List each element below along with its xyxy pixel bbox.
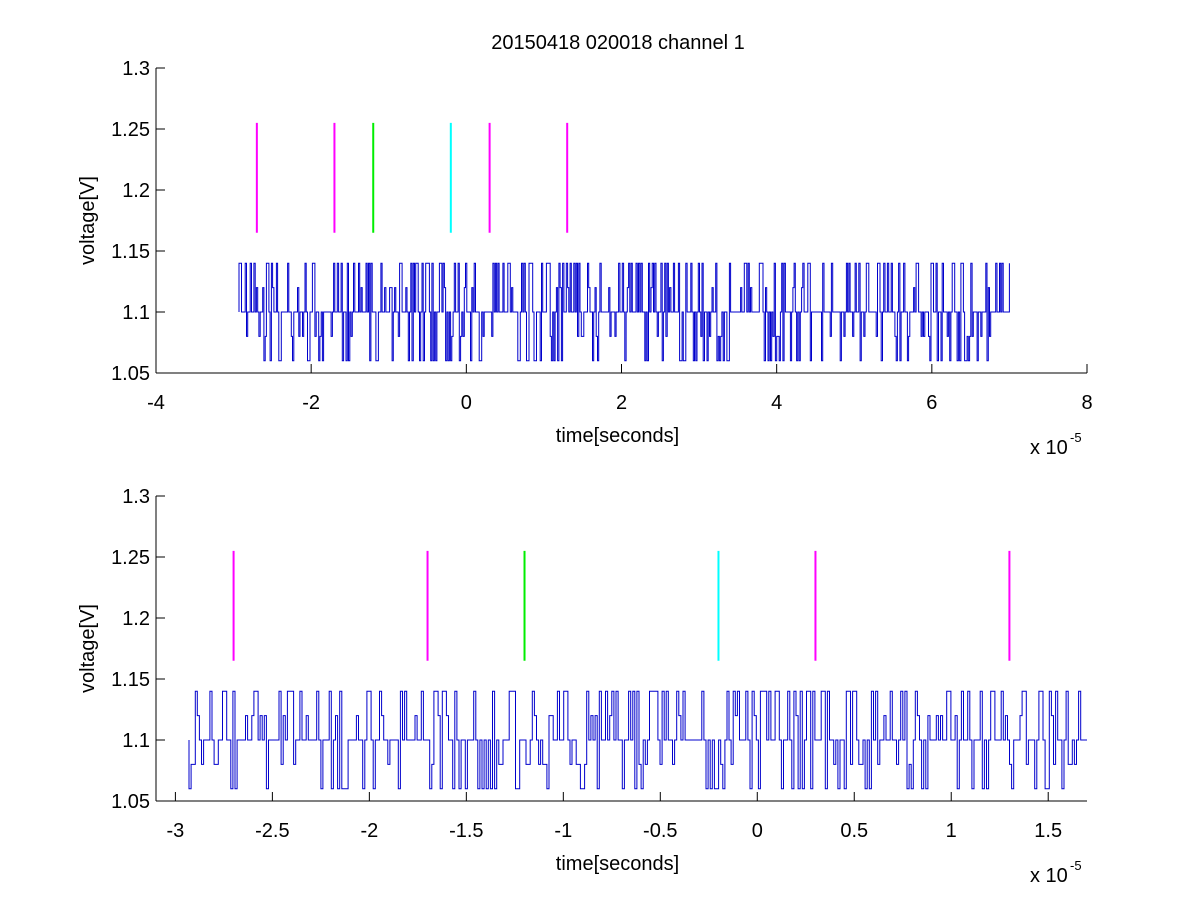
x-tick-label: -2 (302, 392, 320, 414)
y-tick-label: 1.1 (122, 730, 150, 752)
x-tick-label: -0.5 (643, 820, 677, 842)
y-tick-label: 1.3 (122, 58, 150, 80)
y-tick-label: 1.1 (122, 302, 150, 324)
y-tick-label: 1.25 (111, 119, 150, 141)
x-axis-label: time[seconds] (556, 853, 679, 875)
y-axis-label: voltage[V] (77, 604, 99, 693)
x-tick-label: -3 (166, 820, 184, 842)
x-tick-label: 6 (926, 392, 937, 414)
signal-trace (188, 690, 1087, 790)
x-scale-label: x 10 (1030, 865, 1068, 887)
y-tick-label: 1.15 (111, 669, 150, 691)
x-scale-exponent: -5 (1070, 858, 1082, 873)
y-tick-label: 1.05 (111, 363, 150, 385)
x-axis-label: time[seconds] (556, 425, 679, 447)
x-tick-label: 2 (616, 392, 627, 414)
x-tick-label: 0.5 (840, 820, 868, 842)
x-tick-label: 8 (1081, 392, 1092, 414)
x-tick-label: 0 (461, 392, 472, 414)
top-plot: 1.05 1.1 1.15 1.2 1.25 1.3 -4 -2 0 2 4 6 8 time[secon… (77, 58, 1093, 459)
x-tick-label: -4 (147, 392, 165, 414)
x-tick-label: 1.5 (1034, 820, 1062, 842)
x-scale-exponent: -5 (1070, 430, 1082, 445)
x-tick-label: 4 (771, 392, 782, 414)
y-tick-label: 1.2 (122, 608, 150, 630)
figure-title: 20150418 020018 channel 1 (491, 32, 745, 54)
y-tick-label: 1.2 (122, 180, 150, 202)
y-tick-label: 1.25 (111, 547, 150, 569)
signal-trace (238, 262, 1010, 362)
x-tick-label: 1 (946, 820, 957, 842)
x-tick-label: -2.5 (255, 820, 289, 842)
y-tick-label: 1.15 (111, 241, 150, 263)
bottom-plot: 1.05 1.1 1.15 1.2 1.25 1.3 -3 -2.5 -2 -1.5 -1 -0.5 0… (77, 486, 1087, 887)
y-axis-label: voltage[V] (77, 176, 99, 265)
x-tick-label: -1.5 (449, 820, 483, 842)
x-tick-label: -1 (554, 820, 572, 842)
y-tick-label: 1.3 (122, 486, 150, 508)
x-tick-label: -2 (360, 820, 378, 842)
x-tick-label: 0 (752, 820, 763, 842)
x-scale-label: x 10 (1030, 437, 1068, 459)
y-tick-label: 1.05 (111, 791, 150, 813)
